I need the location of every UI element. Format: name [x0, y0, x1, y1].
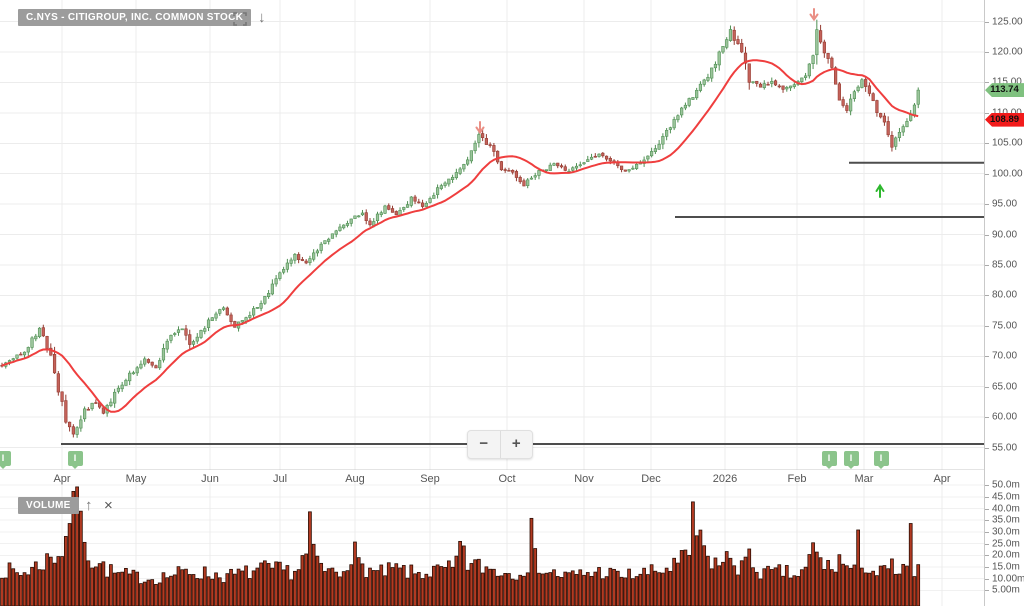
axis-tick: [985, 543, 989, 545]
price-axis-label: 75.00: [992, 320, 1018, 332]
price-axis-label: 55.00: [992, 442, 1018, 454]
axis-tick: [985, 112, 989, 114]
volume-axis-label: 20.0m: [992, 549, 1020, 561]
volume-axis-label: 30.0m: [992, 526, 1020, 538]
news-event-marker[interactable]: I: [873, 451, 889, 469]
date-axis-label: Jul: [272, 473, 288, 485]
volume-bars: [0, 486, 921, 606]
price-axis-label: 105.00: [992, 137, 1023, 149]
news-event-marker[interactable]: I: [843, 451, 859, 469]
date-axis-label: May: [125, 473, 147, 485]
axis-tick: [985, 508, 989, 510]
axis-tick: [985, 555, 989, 557]
axis-tick: [985, 173, 989, 175]
axis-tick: [985, 417, 989, 419]
axis-tick: [985, 204, 989, 206]
volume-chart: [0, 482, 985, 606]
volume-axis-label: 5.00m: [992, 584, 1020, 596]
date-axis-label: Oct: [498, 473, 516, 485]
date-axis-label: Mar: [854, 473, 874, 485]
date-axis-label: Apr: [53, 473, 71, 485]
axis-tick: [985, 295, 989, 297]
volume-axis-label: 40.0m: [992, 503, 1020, 515]
date-axis-label: Feb: [787, 473, 807, 485]
axis-tick: [985, 325, 989, 327]
sell-signal-arrow-icon[interactable]: [809, 8, 819, 22]
volume-panel-badge[interactable]: VOLUME: [18, 497, 79, 514]
axis-tick: [985, 356, 989, 358]
price-axis-label: 80.00: [992, 289, 1018, 301]
moving-average-tag: 108.89: [985, 112, 1024, 127]
volume-axis-label: 35.0m: [992, 514, 1020, 526]
price-axis-label: 70.00: [992, 350, 1018, 362]
symbol-title-badge[interactable]: C.NYS - CITIGROUP, INC. COMMON STOCK: [18, 9, 252, 26]
axis-tick: [985, 447, 989, 449]
axis-tick: [985, 52, 989, 54]
date-axis-label: Jun: [201, 473, 219, 485]
zoom-control: − +: [467, 430, 533, 459]
candlesticks: [0, 19, 920, 438]
axis-tick: [985, 531, 989, 533]
volume-axis-label: 45.0m: [992, 491, 1020, 503]
price-axis-label: 60.00: [992, 411, 1018, 423]
volume-axis-label: 25.0m: [992, 538, 1020, 550]
axis-tick: [985, 82, 989, 84]
axis-tick: [985, 386, 989, 388]
date-axis-label: Sep: [420, 473, 440, 485]
axis-tick: [985, 578, 989, 580]
sell-signal-arrow-icon[interactable]: [475, 121, 485, 135]
price-axis-label: 115.00: [992, 76, 1022, 88]
axis-tick: [985, 265, 989, 267]
news-event-marker[interactable]: I: [0, 451, 11, 469]
collapse-chart-icon[interactable]: ↓: [258, 9, 266, 26]
fullscreen-icon[interactable]: [233, 12, 247, 26]
axis-tick: [985, 520, 989, 522]
price-axis-label: 85.00: [992, 259, 1018, 271]
volume-axis-label: 15.0m: [992, 561, 1020, 573]
date-axis-label: 2026: [712, 473, 738, 485]
close-panel-icon[interactable]: ×: [104, 497, 113, 514]
news-event-marker[interactable]: I: [821, 451, 837, 469]
news-event-marker[interactable]: I: [67, 451, 83, 469]
price-axis-label: 95.00: [992, 198, 1018, 210]
axis-tick: [985, 566, 989, 568]
axis-tick: [985, 234, 989, 236]
buy-signal-arrow-icon[interactable]: [875, 183, 885, 198]
price-axis-label: 125.00: [992, 16, 1023, 28]
axis-tick: [985, 496, 989, 498]
volume-axis-label: 10.00m: [992, 573, 1024, 585]
price-axis-label: 120.00: [992, 46, 1023, 58]
last-price-tag: 113.74: [985, 83, 1024, 98]
moving-average-line: [1, 59, 919, 413]
date-axis-label: Dec: [641, 473, 661, 485]
zoom-out-button[interactable]: −: [479, 435, 489, 452]
date-axis-label: Apr: [933, 473, 951, 485]
grid: [0, 0, 985, 470]
price-axis-label: 90.00: [992, 229, 1018, 241]
date-axis-label: Aug: [345, 473, 365, 485]
price-axis-label: 100.00: [992, 168, 1023, 180]
axis-tick: [985, 143, 989, 145]
move-panel-up-icon[interactable]: ↑: [85, 497, 93, 514]
price-chart: [0, 0, 985, 470]
date-axis-label: Nov: [574, 473, 594, 485]
axis-tick: [985, 21, 989, 23]
price-axis-label: 65.00: [992, 381, 1018, 393]
right-axis: 125.00120.00115.00110.00105.00100.0095.0…: [984, 0, 1024, 606]
axis-tick: [985, 485, 989, 487]
drawn-annotations[interactable]: [61, 8, 985, 445]
volume-axis-label: 50.0m: [992, 479, 1020, 491]
zoom-in-button[interactable]: +: [499, 431, 533, 458]
axis-tick: [985, 590, 989, 592]
